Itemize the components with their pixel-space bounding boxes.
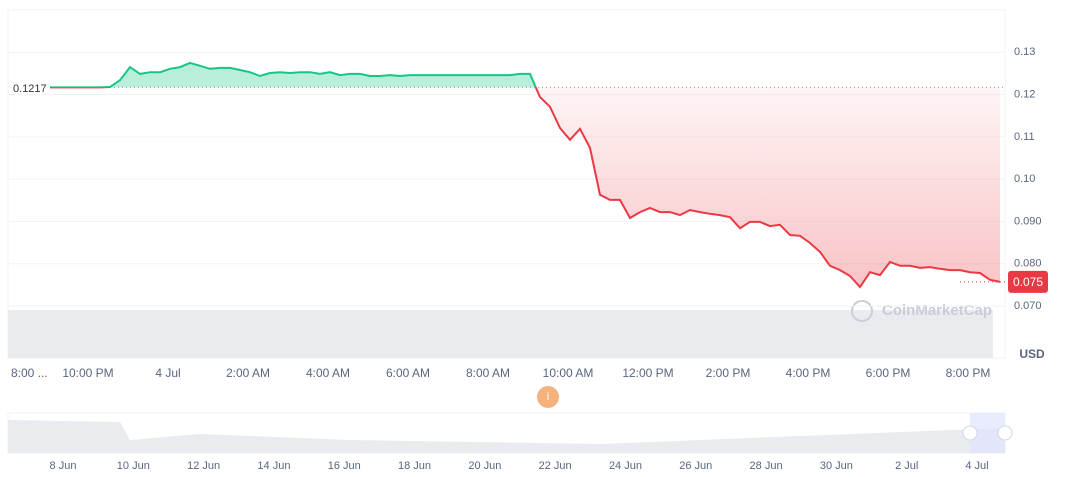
x-tick-label: 8:00 PM <box>946 366 991 380</box>
navigator-handle[interactable] <box>962 425 978 441</box>
navigator-label: 28 Jun <box>750 460 783 472</box>
info-marker[interactable] <box>537 386 559 408</box>
navigator-label: 22 Jun <box>539 460 572 472</box>
unit-label: USD <box>1019 347 1045 361</box>
navigator-label: 18 Jun <box>398 460 431 472</box>
navigator <box>7 412 1013 454</box>
x-tick-label: 6:00 AM <box>386 366 430 380</box>
navigator-area <box>8 420 1005 453</box>
line-up <box>50 61 537 88</box>
y-tick-label: 0.070 <box>1014 300 1042 312</box>
navigator-label: 4 Jul <box>965 460 988 472</box>
x-tick-label: 8:00 AM <box>466 366 510 380</box>
y-tick-label: 0.13 <box>1014 46 1035 58</box>
y-tick-label: 0.090 <box>1014 215 1042 227</box>
x-tick-label: 2:00 AM <box>226 366 270 380</box>
x-tick-label: 8:00 ... <box>11 366 48 380</box>
current-price-label: 0.075 <box>1013 275 1043 289</box>
area-down <box>50 87 1000 287</box>
x-tick-label: 12:00 PM <box>622 366 673 380</box>
navigator-label: 16 Jun <box>328 460 361 472</box>
y-tick-label: 0.12 <box>1014 88 1035 100</box>
watermark-logo <box>851 300 873 322</box>
y-tick-label: 0.080 <box>1014 258 1042 270</box>
x-tick-label: 6:00 PM <box>866 366 911 380</box>
current-price-tag <box>1008 270 1048 293</box>
navigator-label: 30 Jun <box>820 460 853 472</box>
volume-area <box>8 310 993 358</box>
navigator-label: 10 Jun <box>117 460 150 472</box>
baseline-label: 0.1217 <box>13 83 47 95</box>
x-tick-label: 4 Jul <box>155 366 180 380</box>
x-tick-label: 4:00 PM <box>786 366 831 380</box>
y-tick-label: 0.11 <box>1014 131 1035 143</box>
navigator-label: 8 Jun <box>50 460 77 472</box>
navigator-label: 24 Jun <box>609 460 642 472</box>
watermark: CoinMarketCap <box>882 302 992 319</box>
x-tick-label: 2:00 PM <box>706 366 751 380</box>
navigator-label: 14 Jun <box>257 460 290 472</box>
x-tick-label: 10:00 AM <box>543 366 594 380</box>
navigator-label: 26 Jun <box>679 460 712 472</box>
line-down <box>50 87 1001 289</box>
info-icon[interactable]: i <box>547 391 549 403</box>
navigator-handle[interactable] <box>997 425 1013 441</box>
navigator-label: 2 Jul <box>895 460 918 472</box>
x-tick-label: 10:00 PM <box>62 366 113 380</box>
navigator-label: 12 Jun <box>187 460 220 472</box>
y-tick-label: 0.10 <box>1014 173 1035 185</box>
x-tick-label: 4:00 AM <box>306 366 350 380</box>
navigator-label: 20 Jun <box>468 460 501 472</box>
